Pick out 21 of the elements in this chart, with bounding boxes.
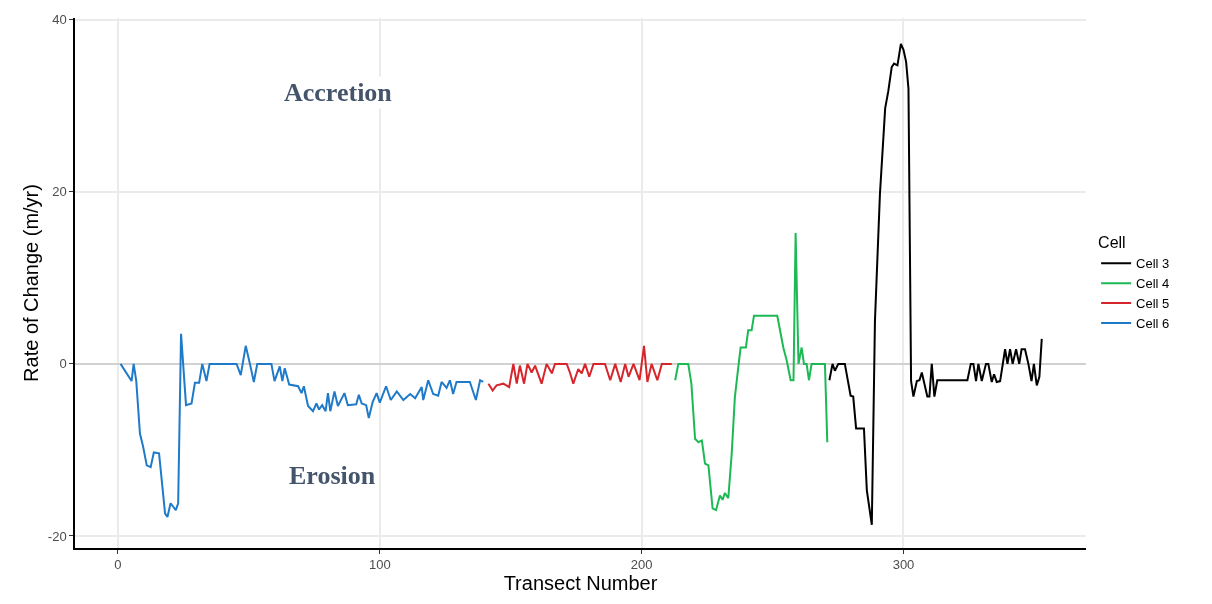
x-axis-title: Transect Number <box>503 572 658 595</box>
x-tick-label: 200 <box>630 557 653 573</box>
y-tick-label: -20 <box>47 528 67 544</box>
y-tick-label: 40 <box>52 12 67 28</box>
annotation: Erosion <box>289 461 376 490</box>
legend-label: Cell 4 <box>1136 276 1170 292</box>
y-tick-label: 20 <box>52 184 67 200</box>
annotation: Accretion <box>284 78 393 107</box>
y-axis-title: Rate of Change (m/yr) <box>19 184 42 382</box>
x-tick-label: 0 <box>114 557 122 573</box>
line-series <box>487 344 673 392</box>
legend-label: Cell 6 <box>1136 316 1170 332</box>
x-tick-label: 100 <box>368 557 391 573</box>
legend-label: Cell 5 <box>1136 296 1170 312</box>
line-series <box>674 232 829 512</box>
x-tick-label: 300 <box>892 557 915 573</box>
y-tick-label: 0 <box>59 356 67 372</box>
legend-title: Cell <box>1098 234 1126 252</box>
legend-label: Cell 3 <box>1136 256 1170 272</box>
line-series <box>119 332 485 519</box>
line-series <box>828 42 1043 526</box>
